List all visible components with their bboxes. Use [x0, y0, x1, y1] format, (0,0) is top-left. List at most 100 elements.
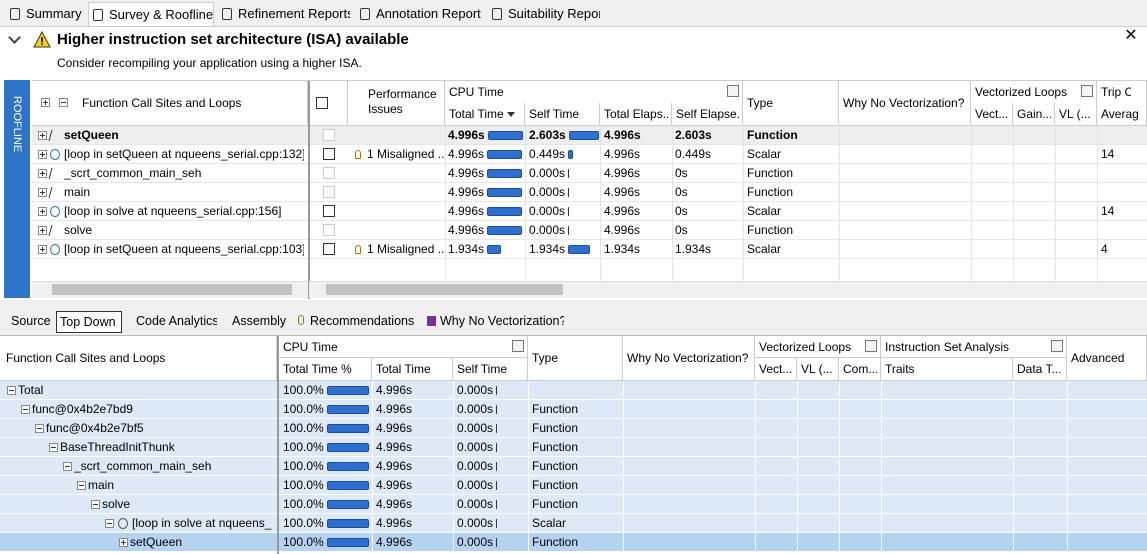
bottom-tab[interactable]: Source [8, 311, 52, 333]
cell: Scalar [747, 145, 837, 164]
time-bar [327, 538, 369, 547]
column-line [453, 381, 454, 554]
cell: Function [532, 438, 622, 457]
column-group-label: Instruction Set Analysis [885, 336, 1051, 358]
tab[interactable]: Summary [6, 2, 82, 26]
column-group-label: Vectorized Loops [759, 336, 865, 358]
row-checkbox[interactable] [323, 224, 335, 236]
warning-icon [33, 31, 51, 48]
tab[interactable]: Annotation Report [356, 2, 482, 26]
expander[interactable] [21, 405, 30, 414]
row-checkbox[interactable] [323, 186, 335, 198]
bottom-tab[interactable]: Code Analytics [133, 311, 217, 333]
group-toggle[interactable] [727, 85, 739, 97]
expander[interactable] [77, 481, 86, 490]
cell: 4.996s [376, 476, 452, 495]
pane-divider [277, 336, 279, 554]
column-header-label: Self Elapse... [676, 103, 739, 126]
expander[interactable] [38, 131, 47, 140]
bottom-tab[interactable]: Top Down [56, 311, 122, 333]
close-button[interactable]: ✕ [1124, 28, 1138, 44]
expander[interactable] [49, 443, 58, 452]
expander[interactable] [7, 386, 16, 395]
row-name: solve [64, 221, 304, 240]
cell-text: 100.0% [283, 383, 324, 397]
issue-text: 1 Misaligned ... [367, 145, 445, 164]
cell-text: 0.000s [457, 421, 493, 435]
cell: 4.996s [376, 495, 452, 514]
cell: 0.000s [457, 381, 657, 400]
row-name: Total [18, 381, 277, 400]
cell: Function [532, 476, 622, 495]
tab[interactable]: Suitability Report [488, 2, 600, 26]
row-checkbox[interactable] [323, 148, 335, 160]
column-line [600, 126, 601, 281]
cell: 4.996s [376, 533, 452, 552]
expander[interactable] [119, 538, 128, 547]
tree-header-label: Function Call Sites and Loops [82, 81, 302, 126]
expander[interactable] [38, 169, 47, 178]
column-header-label: Self Time [457, 358, 524, 381]
cell: 4.996s [604, 126, 672, 145]
cell: Function [532, 400, 622, 419]
scroll-thumb[interactable] [52, 284, 292, 295]
bottom-tab[interactable]: Why No Vectorization? [424, 311, 564, 333]
collapse-all[interactable] [59, 98, 68, 107]
cell: 0s [675, 183, 743, 202]
row-checkbox[interactable] [323, 243, 335, 255]
top-down-grid: Function Call Sites and LoopsCPU TimeVec… [0, 335, 1147, 554]
column-header-label: Vect... [759, 358, 793, 381]
scroll-thumb[interactable] [326, 284, 563, 295]
column-line [971, 126, 972, 281]
row-checkbox[interactable] [323, 205, 335, 217]
cell-text: 100.0% [283, 516, 324, 530]
tab-icon [10, 8, 20, 20]
cell-text: 0.000s [457, 402, 493, 416]
tab[interactable]: Survey & Roofline [88, 2, 214, 26]
expander[interactable] [38, 245, 47, 254]
row-checkbox[interactable] [323, 129, 335, 141]
header-checkbox[interactable] [316, 97, 328, 109]
expander[interactable] [91, 500, 100, 509]
expander[interactable] [35, 424, 44, 433]
loop-icon [50, 149, 60, 160]
column-line [528, 381, 529, 554]
expander[interactable] [38, 226, 47, 235]
column-header-label: VL (... [1059, 103, 1093, 126]
time-bar [487, 245, 501, 254]
expand-all[interactable] [41, 98, 50, 107]
column-line [672, 126, 673, 281]
expander[interactable] [38, 207, 47, 216]
group-toggle[interactable] [865, 340, 877, 352]
column-line [1067, 381, 1068, 554]
group-toggle[interactable] [1081, 85, 1093, 97]
column-line [755, 381, 756, 554]
group-toggle[interactable] [512, 340, 524, 352]
time-bar [568, 188, 569, 197]
column-line [623, 381, 624, 554]
bottom-tab[interactable]: Assembly [229, 311, 289, 333]
row-name: [loop in setQueen at nqueens_serial.cpp:… [64, 145, 304, 164]
tab[interactable]: Refinement Reports [218, 2, 350, 26]
roofline-label: ROOFLINE [4, 84, 30, 164]
row-name: [loop in solve at nqueens_serial.cpp:156… [64, 202, 304, 221]
bottom-tab[interactable]: Recommendations [294, 311, 416, 333]
column-header-label: Com... [843, 358, 877, 381]
cell-text: 0.000s [457, 516, 493, 530]
expander[interactable] [38, 188, 47, 197]
column-header-label: Total Elaps... [604, 103, 668, 126]
cell: 4.996s [376, 438, 452, 457]
time-bar [487, 207, 522, 216]
cell: 1.934s [604, 240, 672, 259]
column-line [372, 381, 373, 554]
expander[interactable] [63, 462, 72, 471]
cell-text: 100.0% [283, 478, 324, 492]
cell-text: 0.000s [457, 383, 493, 397]
expander[interactable] [38, 150, 47, 159]
tab-icon [360, 8, 370, 20]
cell: 0s [675, 164, 743, 183]
row-checkbox[interactable] [323, 167, 335, 179]
group-toggle[interactable] [1051, 340, 1063, 352]
expander[interactable] [105, 519, 114, 528]
